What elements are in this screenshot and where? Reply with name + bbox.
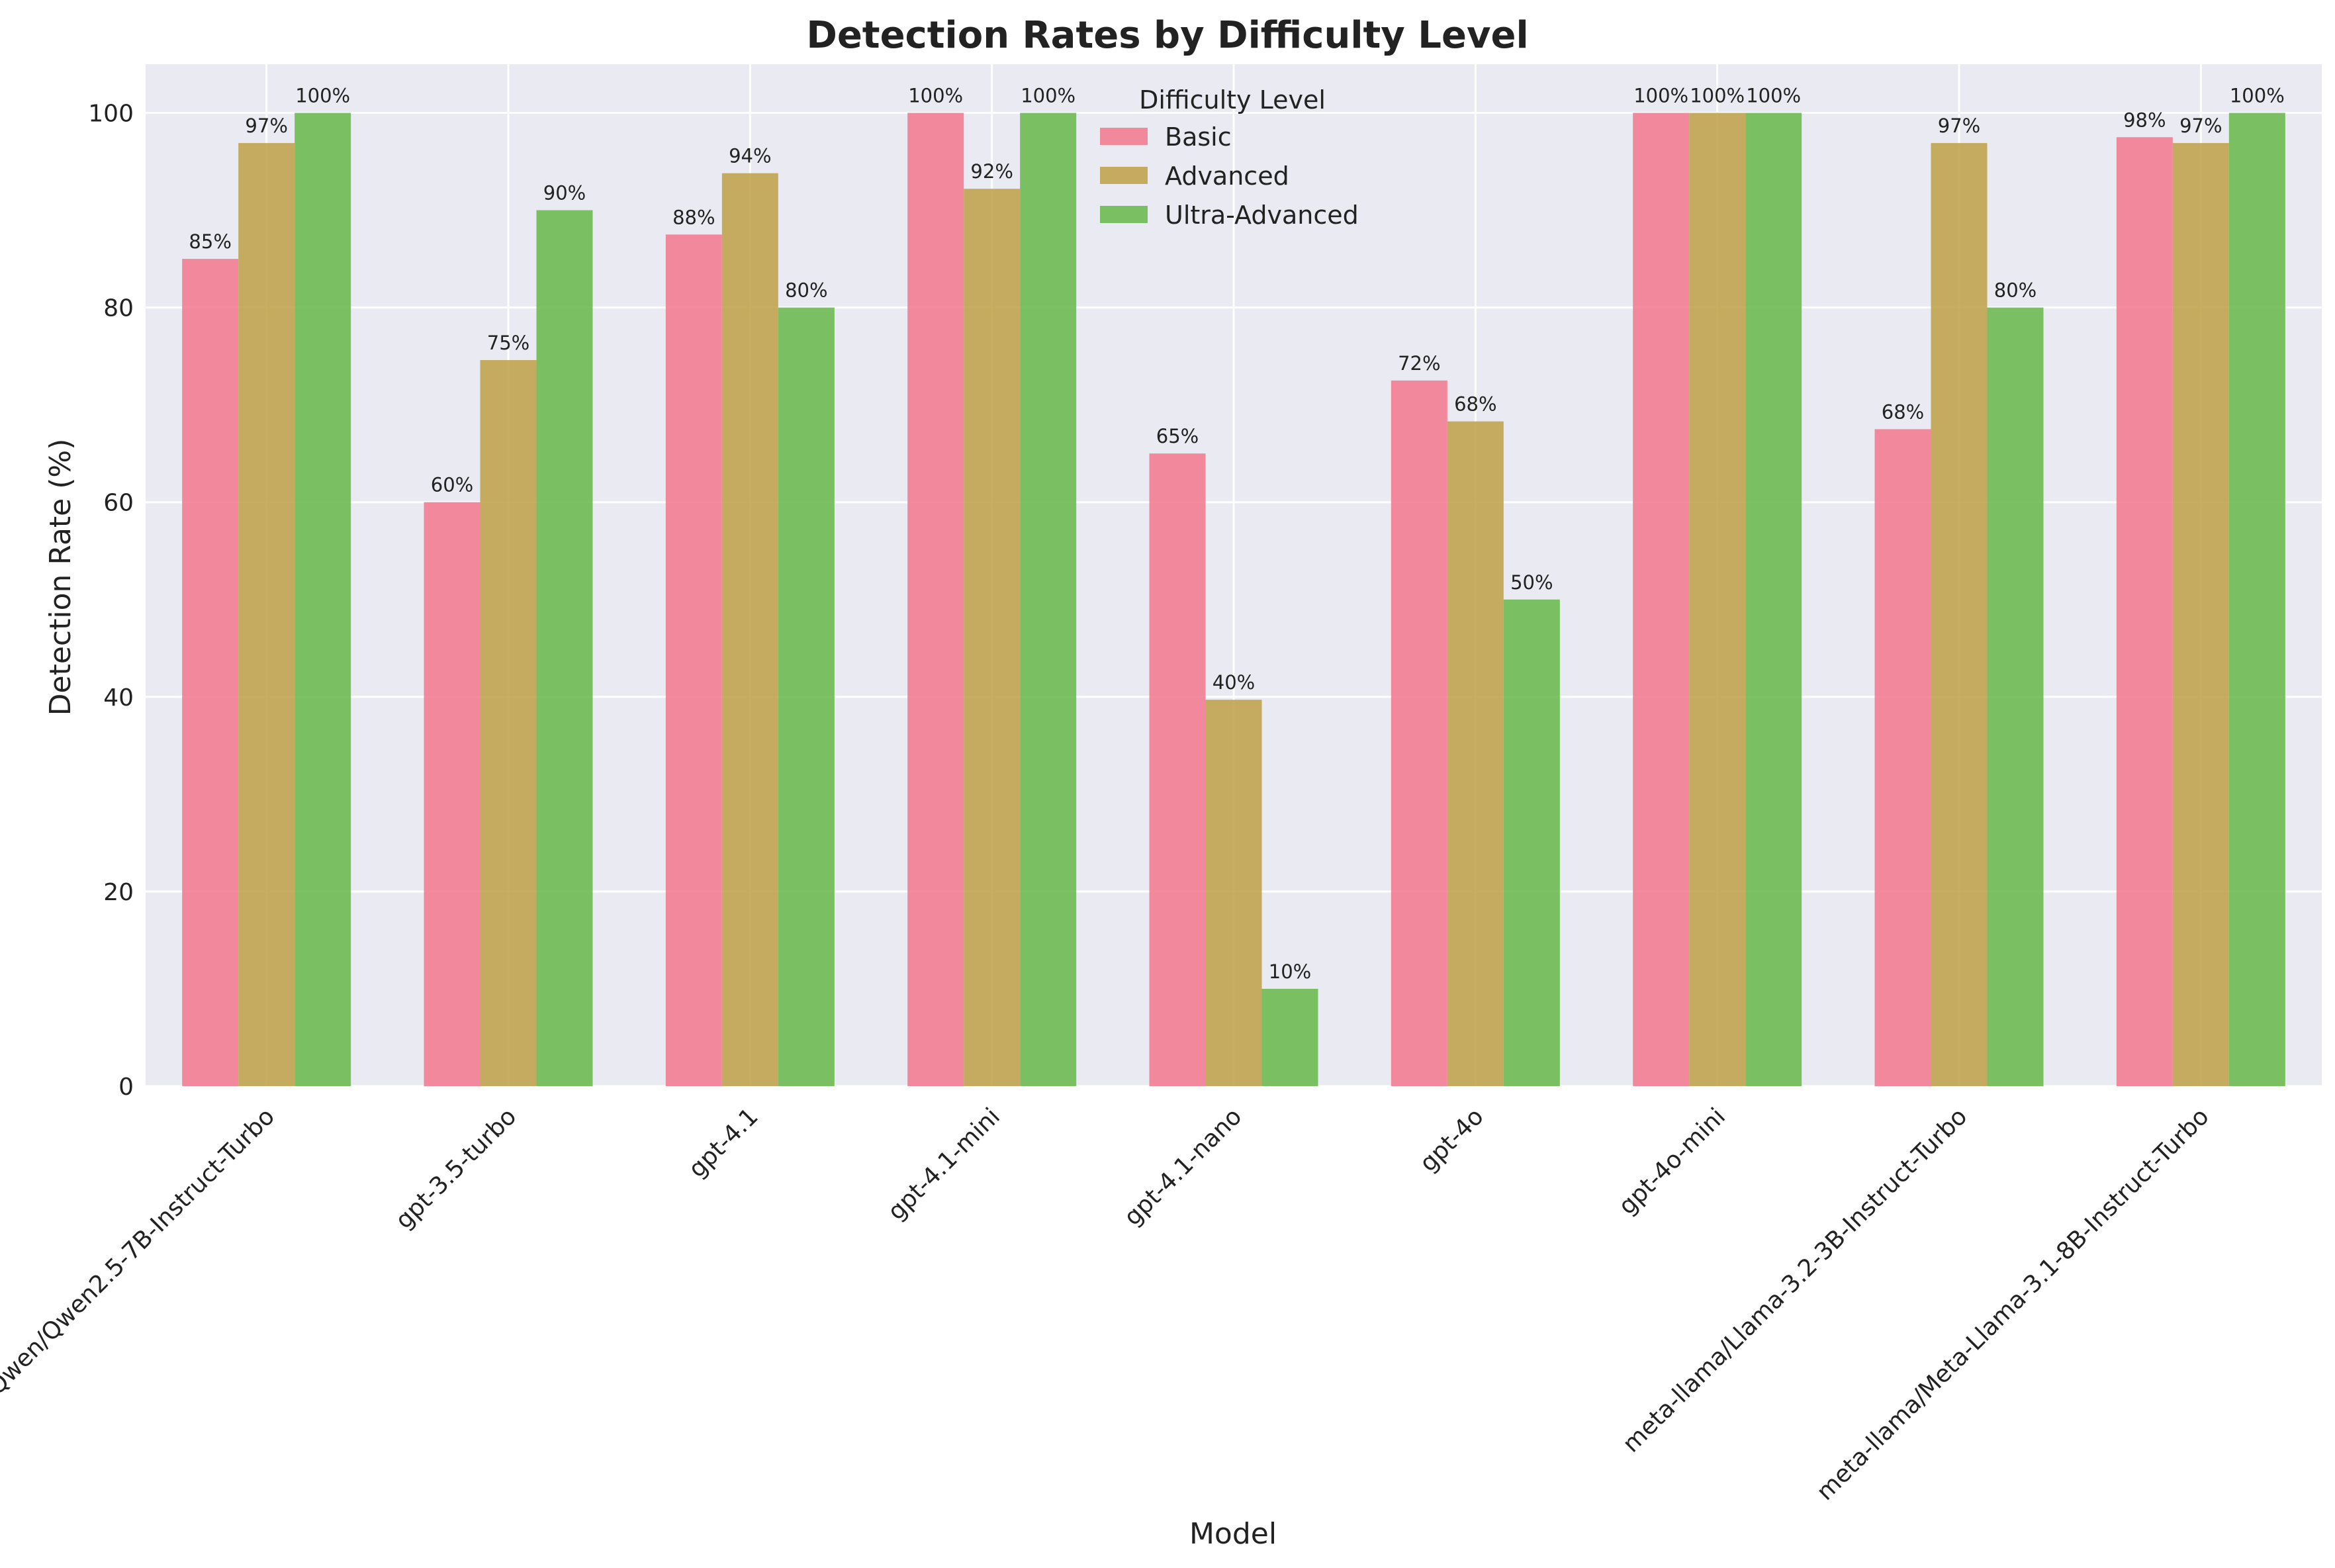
bar-advanced-3 [964,189,1021,1086]
legend-swatch [1100,206,1148,223]
x-tick-label: meta-llama/Meta-Llama-3.1-8B-Instruct-Tu… [1811,1103,2215,1506]
bar-basic-2 [665,234,722,1086]
bar-ultra-advanced-1 [536,210,593,1087]
bar-value-label: 40% [1213,671,1255,694]
bar-value-label: 92% [970,160,1013,183]
bar-basic-4 [1149,453,1206,1086]
bar-value-label: 75% [487,332,529,354]
bar-value-label: 88% [672,206,715,228]
bar-advanced-4 [1205,700,1262,1086]
bar-advanced-5 [1447,421,1504,1086]
x-axis-ticks: Qwen/Qwen2.5-7B-Instruct-Turbo gpt-3.5-tu… [0,1103,2215,1506]
bar-value-label: 100% [295,85,350,107]
bar-ultra-advanced-6 [1745,113,1802,1086]
bar-basic-3 [907,113,964,1086]
bar-value-label: 80% [1994,279,2037,302]
x-tick-label: gpt-4.1 [684,1103,764,1183]
bar-basic-8 [2116,137,2173,1086]
legend-entry: Advanced [1165,161,1289,191]
chart-title: Detection Rates by Difficulty Level [806,14,1528,57]
x-tick-label: gpt-4o [1414,1103,1488,1177]
y-tick-label: 40 [103,684,134,712]
bar-value-label: 72% [1398,352,1440,375]
bar-advanced-2 [721,173,778,1086]
y-tick-label: 60 [103,490,134,517]
y-tick-label: 100 [88,101,134,128]
y-axis-ticks: 0 20 40 60 80 100 [88,101,134,1101]
bar-ultra-advanced-3 [1020,113,1077,1086]
x-tick-label: Qwen/Qwen2.5-7B-Instruct-Turbo [0,1103,280,1401]
bar-value-label: 100% [1746,85,1801,107]
legend-swatch [1100,167,1148,184]
bar-value-label: 50% [1510,571,1553,594]
bar-value-label: 85% [189,230,231,253]
bar-basic-6 [1633,113,1690,1086]
legend-entry: Basic [1165,122,1232,152]
x-tick-label: gpt-4o-mini [1614,1103,1731,1220]
bar-ultra-advanced-5 [1503,599,1560,1086]
y-axis-label: Detection Rate (%) [44,439,77,716]
legend: Difficulty Level Basic Advanced Ultra-Adva… [1100,85,1359,230]
bar-value-labels: 85% 60% 88% 100% 65% 72% 100% 68% 98% 97% 75% 94% 92… [189,85,2284,983]
bars [182,113,2285,1087]
bar-ultra-advanced-0 [295,113,351,1086]
bar-value-label: 60% [431,474,473,496]
y-tick-label: 0 [118,1074,134,1101]
bar-value-label: 65% [1156,425,1199,447]
bar-value-label: 94% [729,145,771,167]
bar-basic-0 [182,259,239,1087]
legend-title: Difficulty Level [1139,85,1326,115]
bar-value-label: 100% [2230,85,2285,107]
x-tick-label: gpt-3.5-turbo [390,1103,522,1234]
bar-value-label: 100% [1690,85,1745,107]
bar-ultra-advanced-7 [1987,307,2044,1087]
bar-value-label: 68% [1454,393,1496,416]
y-tick-label: 80 [103,295,134,322]
bar-advanced-7 [1931,143,1988,1087]
bar-value-label: 97% [1938,115,1980,137]
bar-value-label: 100% [908,85,963,107]
bar-value-label: 97% [2179,115,2222,137]
bar-value-label: 100% [1633,85,1688,107]
bar-basic-5 [1391,380,1447,1086]
x-axis-label: Model [1189,1517,1277,1551]
legend-swatch [1100,128,1148,145]
bar-value-label: 97% [245,115,287,137]
bar-value-label: 98% [2123,109,2166,131]
bar-basic-7 [1874,429,1931,1086]
bar-advanced-6 [1689,113,1746,1086]
bar-advanced-0 [238,143,295,1087]
bar-advanced-1 [480,360,537,1086]
bar-basic-1 [424,502,481,1086]
bar-ultra-advanced-8 [2228,113,2285,1086]
y-tick-label: 20 [103,879,134,906]
bar-ultra-advanced-4 [1261,988,1318,1086]
x-tick-label: gpt-4.1-mini [883,1103,1005,1225]
bar-value-label: 68% [1882,400,1924,423]
x-tick-label: gpt-4.1-nano [1119,1103,1248,1231]
bar-ultra-advanced-2 [778,307,835,1087]
legend-entry: Ultra-Advanced [1165,201,1359,230]
bar-value-label: 100% [1021,85,1076,107]
bar-value-label: 80% [785,279,827,302]
bar-value-label: 10% [1269,960,1311,983]
bar-advanced-8 [2172,143,2229,1087]
bar-value-label: 90% [543,182,586,205]
